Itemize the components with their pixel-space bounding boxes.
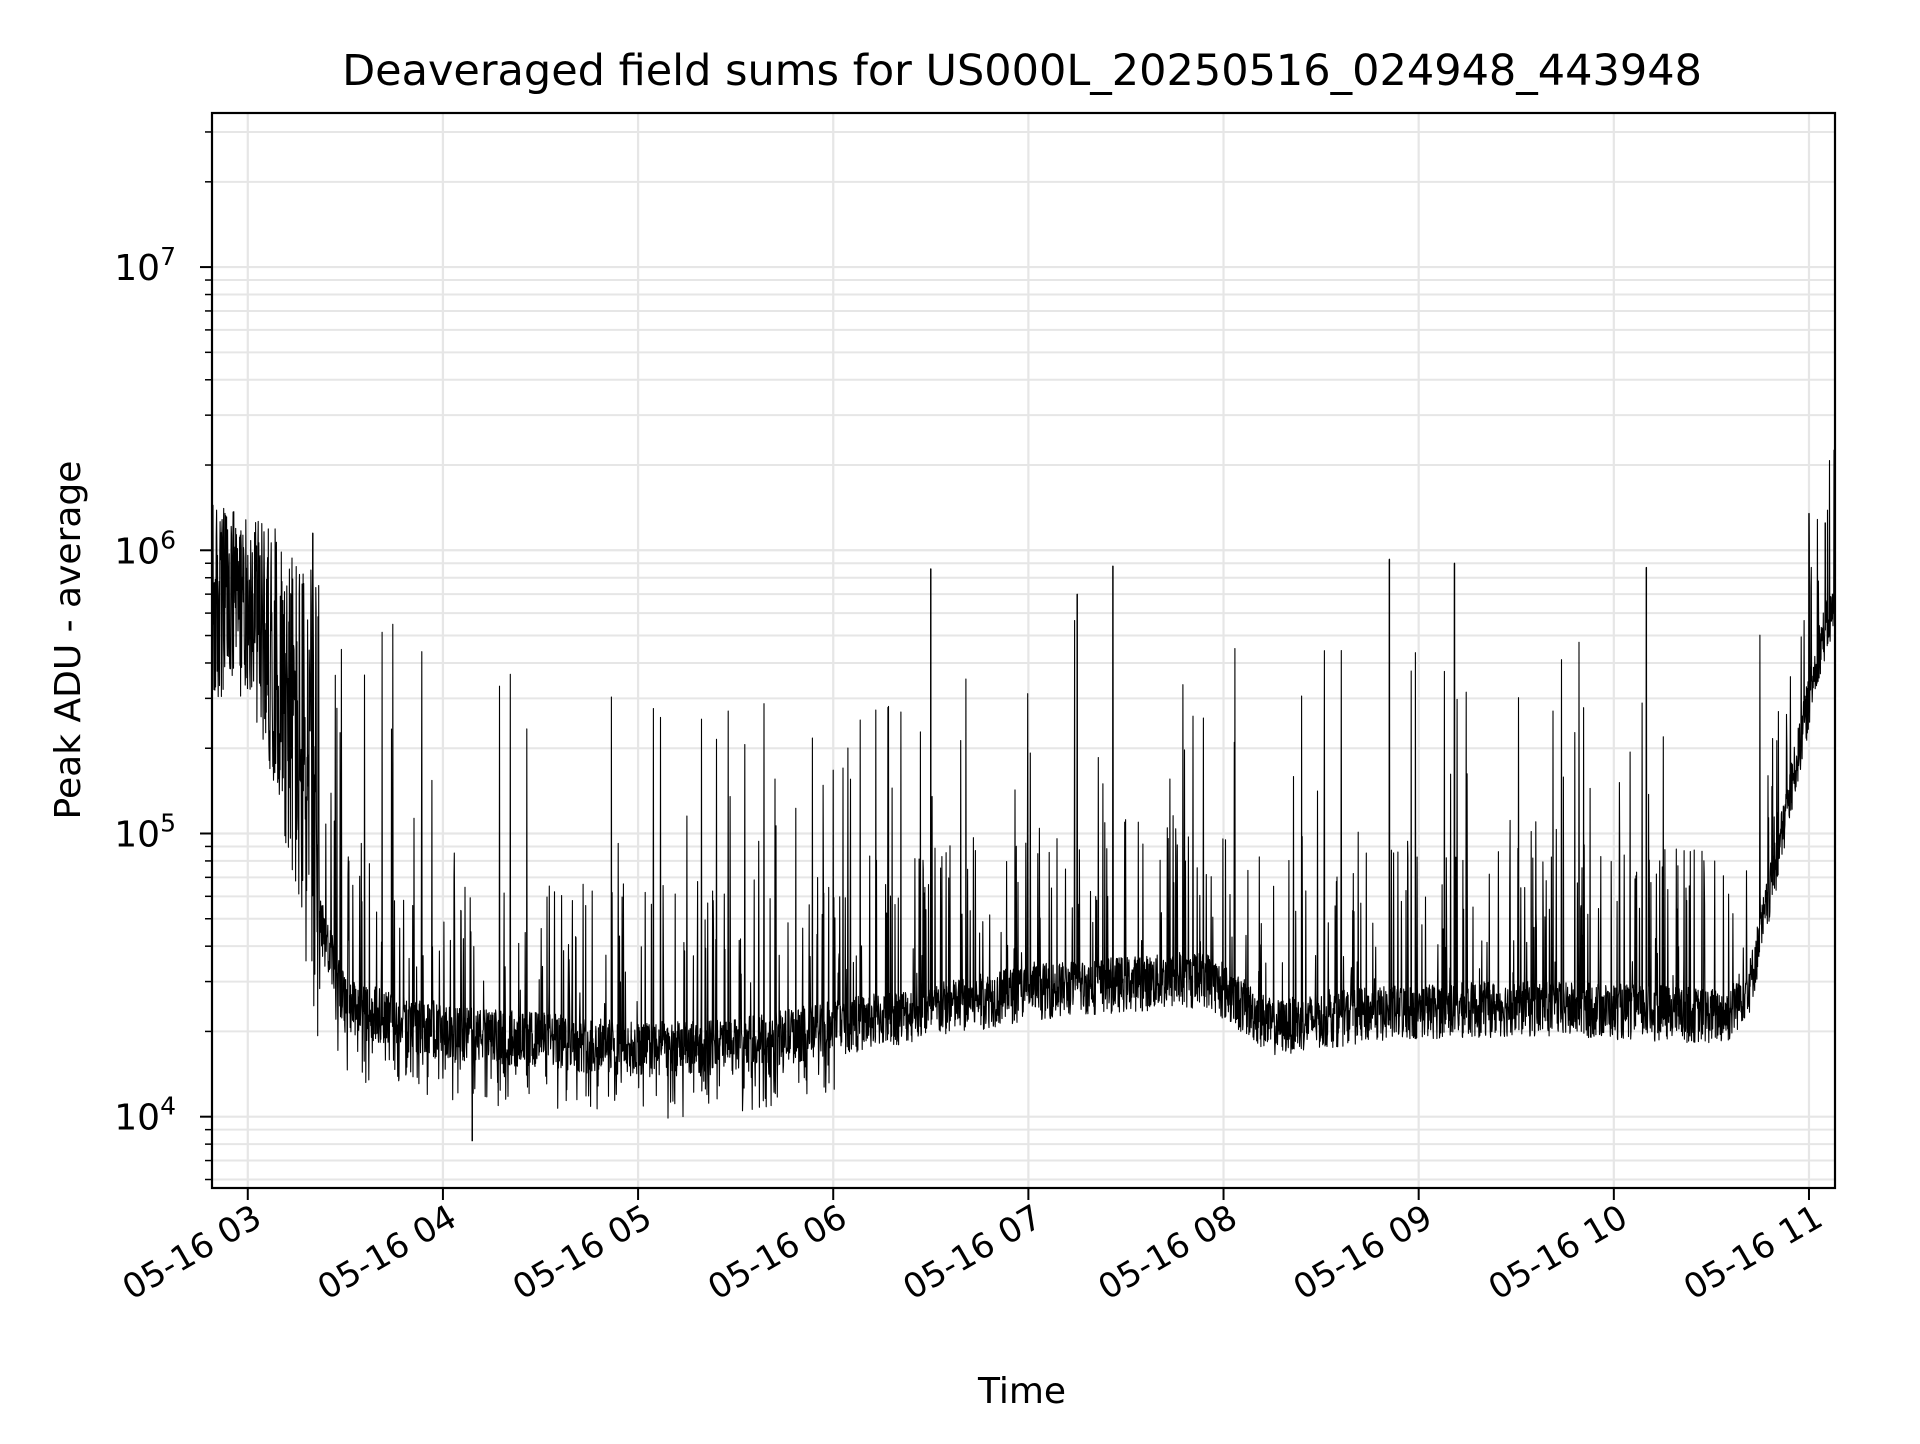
series-line-segment bbox=[1772, 449, 1836, 891]
series-line-segment bbox=[1512, 641, 1644, 1041]
data-layer bbox=[211, 449, 1836, 1142]
y-tick-exponent: 7 bbox=[160, 242, 176, 271]
grid bbox=[212, 113, 1835, 1188]
x-axis-label: Time bbox=[977, 1371, 1066, 1412]
y-tick-label: 105 bbox=[114, 808, 176, 855]
y-tick-base: 10 bbox=[114, 1098, 160, 1139]
y-tick-exponent: 4 bbox=[160, 1092, 176, 1121]
series-line-segment bbox=[1122, 648, 1254, 1036]
y-tick-exponent: 5 bbox=[160, 808, 176, 837]
series-line-segment bbox=[861, 568, 994, 1047]
series-line-segment bbox=[731, 703, 864, 1112]
y-axis-label: Peak ADU - average bbox=[48, 461, 89, 820]
series-line-segment bbox=[1382, 558, 1514, 1040]
y-tick-base: 10 bbox=[114, 814, 160, 855]
series-line-segment bbox=[471, 673, 603, 1142]
series-line-segment bbox=[1252, 649, 1384, 1056]
series-line-segment bbox=[601, 696, 733, 1119]
y-tick-label: 106 bbox=[114, 525, 176, 572]
y-tick-label: 104 bbox=[114, 1092, 176, 1139]
series-line-segment bbox=[211, 504, 343, 1051]
y-tick-base: 10 bbox=[114, 531, 160, 572]
chart-title: Deaveraged field sums for US000L_2025051… bbox=[342, 46, 1702, 96]
plot-frame bbox=[210, 111, 1837, 1190]
y-tick-exponent: 6 bbox=[160, 525, 176, 554]
series-line-segment bbox=[992, 565, 1124, 1028]
series-line-segment bbox=[341, 623, 473, 1142]
y-tick-label: 107 bbox=[114, 242, 176, 289]
series-line-segment bbox=[1642, 566, 1774, 1044]
y-tick-base: 10 bbox=[114, 248, 160, 289]
